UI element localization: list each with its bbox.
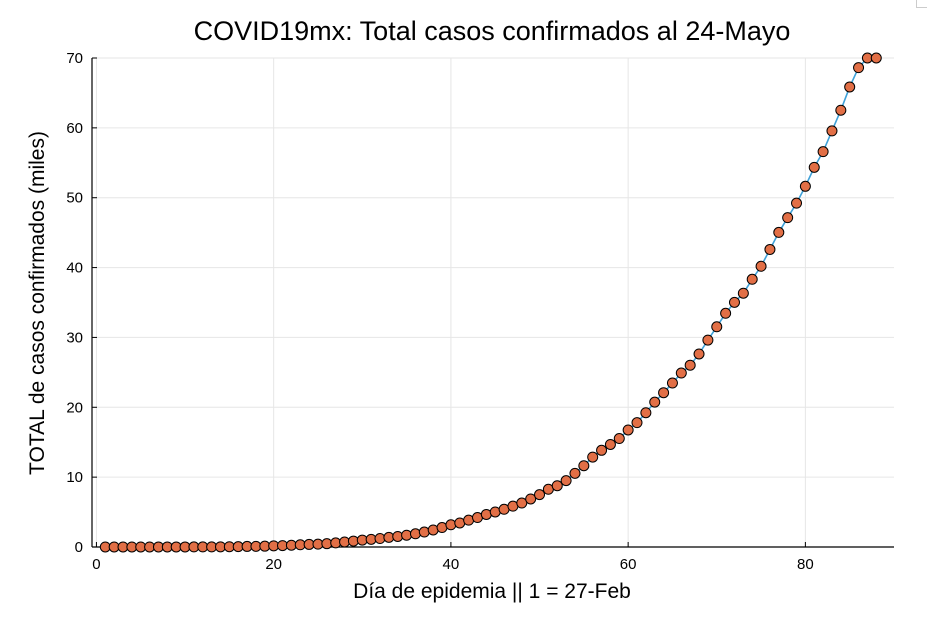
data-point [658, 387, 670, 399]
y-tick-label: 10 [66, 469, 83, 486]
data-point [720, 307, 732, 319]
x-tick-label: 20 [265, 556, 282, 573]
x-axis-label: Día de epidemia || 1 = 27-Feb [353, 580, 631, 603]
data-point [684, 359, 696, 371]
data-point [755, 260, 767, 272]
data-point [622, 424, 634, 436]
chart-title: COVID19mx: Total casos confirmados al 24… [194, 16, 791, 46]
x-tick-label: 60 [620, 556, 637, 573]
y-tick: 30 [66, 329, 97, 346]
y-axis-ticks: 0 10 20 30 40 50 60 70 [66, 50, 97, 556]
data-point [587, 451, 599, 463]
y-tick-label: 50 [66, 190, 83, 207]
data-point [782, 212, 794, 224]
window-corner-fragment [916, 0, 927, 8]
y-tick: 20 [66, 399, 97, 416]
x-tick: 80 [797, 542, 814, 573]
data-point [516, 497, 528, 509]
y-tick-label: 60 [66, 120, 83, 137]
data-point [817, 146, 829, 158]
x-tick-label: 0 [92, 556, 100, 573]
y-tick: 0 [75, 539, 97, 556]
data-point [445, 519, 457, 531]
data-point [728, 296, 740, 308]
y-tick: 50 [66, 190, 97, 207]
y-tick-label: 40 [66, 260, 83, 277]
data-point [392, 530, 404, 542]
x-axis-ticks: 0 20 40 60 80 [92, 542, 814, 573]
y-tick: 60 [66, 120, 97, 137]
data-point [578, 460, 590, 472]
data-point [675, 367, 687, 379]
data-point [693, 348, 705, 360]
data-point [870, 52, 882, 64]
x-tick-label: 80 [797, 556, 814, 573]
y-tick: 10 [66, 469, 97, 486]
axes [91, 58, 894, 548]
y-tick-label: 30 [66, 329, 83, 346]
y-tick: 70 [66, 50, 97, 67]
series-line [105, 57, 877, 548]
y-tick-label: 70 [66, 50, 83, 67]
data-point [799, 180, 811, 192]
data-point [808, 161, 820, 173]
data-point [702, 334, 714, 346]
y-axis-label: TOTAL de casos confirmados (miles) [26, 131, 49, 475]
x-tick-label: 40 [443, 556, 460, 573]
data-point [604, 438, 616, 450]
data-point [826, 125, 838, 137]
data-point [613, 433, 625, 445]
data-point [534, 489, 546, 501]
data-point [649, 396, 661, 408]
data-point [551, 480, 563, 492]
data-point [844, 81, 856, 93]
data-point [596, 444, 608, 456]
y-tick-label: 20 [66, 399, 83, 416]
y-tick: 40 [66, 260, 97, 277]
x-tick: 0 [92, 542, 101, 573]
data-point [418, 526, 430, 538]
data-point [764, 243, 776, 255]
data-point [746, 273, 758, 285]
data-point [409, 528, 421, 540]
data-point [737, 287, 749, 299]
grid [92, 57, 894, 548]
data-point [711, 321, 723, 333]
data-point [640, 407, 652, 419]
data-point [569, 467, 581, 479]
x-tick: 40 [443, 542, 460, 573]
series [99, 52, 882, 553]
data-point [525, 493, 537, 505]
y-tick-label: 0 [75, 539, 83, 556]
data-point [401, 529, 413, 541]
data-point [853, 62, 865, 74]
x-tick: 60 [620, 542, 637, 573]
data-point [631, 417, 643, 429]
data-point [773, 226, 785, 238]
data-point [791, 197, 803, 209]
data-point [560, 475, 572, 487]
data-point [666, 377, 678, 389]
data-point [835, 104, 847, 116]
